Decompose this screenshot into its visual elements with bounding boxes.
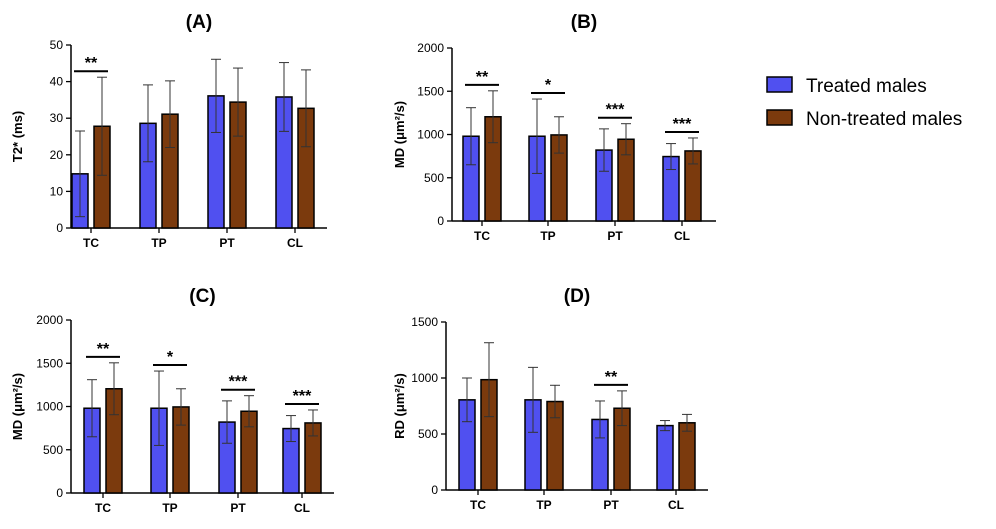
y-axis-label: T2* (ms) (10, 111, 25, 162)
y-axis-label: MD (μm²/s) (392, 101, 407, 168)
x-tick-label: TP (162, 501, 177, 515)
significance-label: * (545, 77, 552, 94)
legend-swatch-treated (766, 76, 793, 93)
chart-panel-a: (A) T2* (ms) 0 10 20 30 40 50 TC TP PT CL ** (10, 12, 327, 250)
chart-title: (C) (189, 286, 215, 307)
significance-label: ** (97, 341, 110, 358)
y-tick-label: 0 (431, 483, 438, 497)
legend: Treated males Non-treated males (766, 76, 962, 130)
y-tick-label: 0 (56, 221, 63, 235)
x-tick-label: CL (674, 229, 690, 243)
y-tick-label: 30 (50, 111, 64, 125)
y-tick-label: 1500 (417, 84, 444, 98)
chart-panel-d: (D) RD (μm²/s) 0 500 1000 1500 TC TP PT CL ** (392, 286, 708, 512)
x-tick-label: PT (603, 498, 619, 512)
y-tick-label: 50 (50, 38, 64, 52)
y-tick-label: 1000 (411, 371, 438, 385)
significance-label: ** (605, 369, 618, 386)
x-tick-label: CL (287, 236, 303, 250)
x-tick-label: TP (151, 236, 166, 250)
x-tick-label: CL (294, 501, 310, 515)
x-tick-label: TP (536, 498, 551, 512)
significance-label: *** (606, 102, 625, 119)
y-tick-label: 1500 (411, 315, 438, 329)
chart-title: (B) (571, 12, 597, 33)
y-tick-label: 500 (43, 443, 63, 457)
significance-label: *** (229, 374, 248, 391)
x-tick-label: TC (470, 498, 486, 512)
x-tick-label: PT (230, 501, 246, 515)
y-tick-label: 1000 (36, 400, 63, 414)
x-tick-label: TC (474, 229, 490, 243)
x-tick-label: PT (219, 236, 235, 250)
significance-label: *** (673, 116, 692, 133)
x-tick-label: TP (540, 229, 555, 243)
y-axis-label: MD (μm²/s) (10, 373, 25, 440)
y-axis-label: RD (μm²/s) (392, 373, 407, 439)
y-tick-label: 20 (50, 148, 64, 162)
legend-swatch-nontreated (766, 109, 793, 126)
y-tick-label: 2000 (36, 313, 63, 327)
significance-label: ** (476, 69, 489, 86)
significance-label: ** (85, 55, 98, 72)
y-tick-label: 0 (437, 214, 444, 228)
bar-treated-cl (656, 424, 674, 491)
y-tick-label: 1500 (36, 356, 63, 370)
y-tick-label: 500 (418, 427, 438, 441)
y-tick-label: 40 (50, 75, 64, 89)
x-tick-label: TC (83, 236, 99, 250)
x-tick-label: CL (668, 498, 684, 512)
legend-label-treated: Treated males (806, 76, 927, 97)
y-tick-label: 10 (50, 184, 64, 198)
y-tick-label: 500 (424, 171, 444, 185)
y-tick-label: 2000 (417, 41, 444, 55)
y-tick-label: 0 (56, 486, 63, 500)
significance-label: * (167, 349, 174, 366)
significance-label: *** (293, 388, 312, 405)
legend-label-nontreated: Non-treated males (806, 109, 962, 130)
x-tick-label: PT (607, 229, 623, 243)
y-tick-label: 1000 (417, 128, 444, 142)
chart-title: (D) (564, 286, 590, 307)
chart-title: (A) (186, 12, 212, 33)
bar-nontreated-cl (678, 422, 696, 491)
x-tick-label: TC (95, 501, 111, 515)
